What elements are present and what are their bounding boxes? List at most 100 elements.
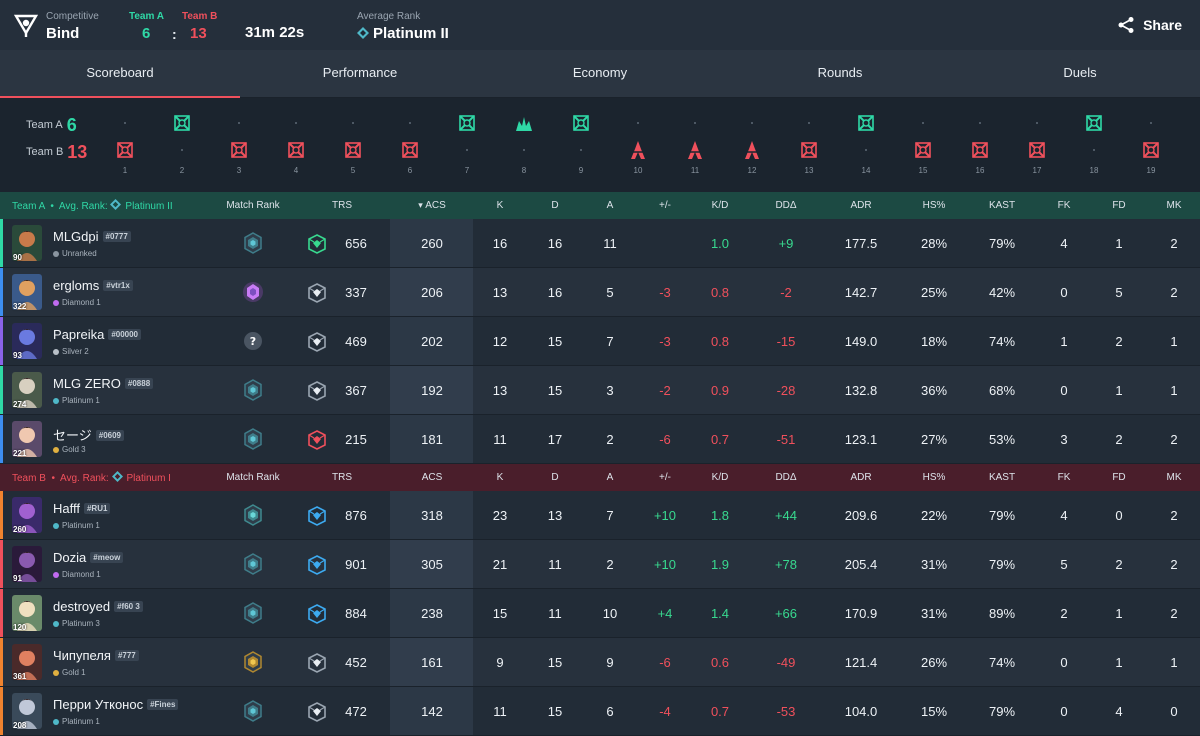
- table-row[interactable]: 93 Papreika #00000 Silver 2? 469 202 12 15 7 -3 0.…: [0, 317, 1200, 366]
- player-name[interactable]: MLGdpi #0777: [53, 229, 131, 244]
- tab-scoreboard[interactable]: Scoreboard: [0, 50, 240, 98]
- player-name[interactable]: Dozia #meow: [53, 550, 124, 565]
- agent-avatar[interactable]: [12, 274, 42, 310]
- table-row[interactable]: 361 Чипупеля #777 Gold 1 452 161 9 15 9 -6 0.6 -49 1…: [0, 638, 1200, 687]
- round-win-icon[interactable]: [286, 140, 306, 160]
- player-name[interactable]: Перри Утконос #Fines: [53, 697, 179, 712]
- column-header-fk[interactable]: FK: [1044, 200, 1084, 211]
- round-win-icon[interactable]: [856, 113, 876, 133]
- table-row[interactable]: 221 セージ #0609 Gold 3 215 181 11 17 2 -6 0.7 -51 123.…: [0, 415, 1200, 464]
- column-header-adr[interactable]: ADR: [841, 200, 881, 211]
- table-row[interactable]: 260 Hafff #RU1 Platinum 1 876 318 23 13 7 +10 1.8 +…: [0, 491, 1200, 540]
- player-name-text[interactable]: セージ: [53, 428, 92, 443]
- round-win-icon[interactable]: [571, 113, 591, 133]
- round-empty-dot[interactable]: [979, 122, 981, 124]
- column-header-hs[interactable]: HS%: [914, 472, 954, 483]
- column-header-hs[interactable]: HS%: [914, 200, 954, 211]
- tab-rounds[interactable]: Rounds: [817, 65, 863, 80]
- round-empty-dot[interactable]: [466, 149, 468, 151]
- player-name-text[interactable]: Чипупеля: [53, 648, 111, 663]
- round-empty-dot[interactable]: [181, 149, 183, 151]
- round-win-icon[interactable]: [115, 140, 135, 160]
- column-header-kd[interactable]: K/D: [700, 472, 740, 483]
- column-header-trs[interactable]: TRS: [322, 472, 362, 483]
- agent-avatar[interactable]: [12, 644, 42, 680]
- agent-avatar[interactable]: [12, 595, 42, 631]
- column-header-mk[interactable]: MK: [1154, 472, 1194, 483]
- share-button[interactable]: Share: [1117, 16, 1182, 34]
- column-header-match-rank[interactable]: Match Rank: [218, 200, 288, 211]
- agent-avatar[interactable]: [12, 546, 42, 582]
- player-name[interactable]: Papreika #00000: [53, 327, 142, 342]
- round-win-icon[interactable]: [628, 140, 648, 160]
- agent-avatar[interactable]: [12, 372, 42, 408]
- column-header-acs[interactable]: ACS: [412, 472, 452, 483]
- column-header-fk[interactable]: FK: [1044, 472, 1084, 483]
- round-win-icon[interactable]: [514, 113, 534, 133]
- column-header-pm[interactable]: +/-: [645, 472, 685, 483]
- column-header-a[interactable]: A: [590, 200, 630, 211]
- player-name-text[interactable]: MLGdpi: [53, 229, 99, 244]
- round-win-icon[interactable]: [685, 140, 705, 160]
- round-empty-dot[interactable]: [694, 122, 696, 124]
- round-empty-dot[interactable]: [1093, 149, 1095, 151]
- tracker-logo-icon[interactable]: [13, 13, 39, 39]
- round-win-icon[interactable]: [1084, 113, 1104, 133]
- column-header-match-rank[interactable]: Match Rank: [218, 472, 288, 483]
- round-win-icon[interactable]: [913, 140, 933, 160]
- player-name-text[interactable]: Papreika: [53, 327, 105, 342]
- round-empty-dot[interactable]: [124, 122, 126, 124]
- agent-avatar[interactable]: [12, 497, 42, 533]
- column-header-d[interactable]: D: [535, 200, 575, 211]
- column-header-kast[interactable]: KAST: [982, 200, 1022, 211]
- player-name[interactable]: セージ #0609: [53, 425, 124, 444]
- tab-economy[interactable]: Economy: [572, 65, 628, 80]
- column-header-dda[interactable]: DDΔ: [766, 472, 806, 483]
- column-header-dda[interactable]: DDΔ: [766, 200, 806, 211]
- column-header-fd[interactable]: FD: [1099, 472, 1139, 483]
- player-name-text[interactable]: ergloms: [53, 278, 100, 293]
- round-empty-dot[interactable]: [238, 122, 240, 124]
- round-empty-dot[interactable]: [1036, 122, 1038, 124]
- table-row[interactable]: 322 ergloms #vtr1x Diamond 1 337 206 13 16 5 -3 0.…: [0, 268, 1200, 317]
- round-empty-dot[interactable]: [751, 122, 753, 124]
- agent-avatar[interactable]: [12, 693, 42, 729]
- player-name-text[interactable]: Hafff: [53, 501, 80, 516]
- table-row[interactable]: 208 Перри Утконос #Fines Platinum 1 472 142 11…: [0, 687, 1200, 736]
- player-name-text[interactable]: Перри Утконос: [53, 697, 144, 712]
- round-win-icon[interactable]: [799, 140, 819, 160]
- column-header-pm[interactable]: +/-: [645, 200, 685, 211]
- player-name[interactable]: MLG ZERO #0888: [53, 376, 154, 391]
- column-header-kast[interactable]: KAST: [982, 472, 1022, 483]
- round-empty-dot[interactable]: [295, 122, 297, 124]
- round-win-icon[interactable]: [400, 140, 420, 160]
- column-header-a[interactable]: A: [590, 472, 630, 483]
- table-row[interactable]: 120 destroyed #f60 3 Platinum 3 884 238 15 11 10…: [0, 589, 1200, 638]
- round-win-icon[interactable]: [457, 113, 477, 133]
- round-empty-dot[interactable]: [808, 122, 810, 124]
- column-header-trs[interactable]: TRS: [322, 200, 362, 211]
- player-name[interactable]: Чипупеля #777: [53, 648, 139, 663]
- column-header-mk[interactable]: MK: [1154, 200, 1194, 211]
- agent-avatar[interactable]: [12, 421, 42, 457]
- round-empty-dot[interactable]: [865, 149, 867, 151]
- agent-avatar[interactable]: [12, 323, 42, 359]
- column-header-d[interactable]: D: [535, 472, 575, 483]
- column-header-fd[interactable]: FD: [1099, 200, 1139, 211]
- player-name[interactable]: destroyed #f60 3: [53, 599, 143, 614]
- player-name[interactable]: Hafff #RU1: [53, 501, 111, 516]
- tab-duels[interactable]: Duels: [1063, 65, 1097, 80]
- column-header-acs[interactable]: ▾ ACS: [412, 200, 452, 211]
- column-header-adr[interactable]: ADR: [841, 472, 881, 483]
- round-empty-dot[interactable]: [637, 122, 639, 124]
- round-win-icon[interactable]: [172, 113, 192, 133]
- round-win-icon[interactable]: [742, 140, 762, 160]
- table-row[interactable]: 90 MLGdpi #0777 Unranked 656 260 16 16 11 1.0 +9 17…: [0, 219, 1200, 268]
- column-header-k[interactable]: K: [480, 472, 520, 483]
- round-empty-dot[interactable]: [352, 122, 354, 124]
- round-win-icon[interactable]: [1027, 140, 1047, 160]
- player-name-text[interactable]: MLG ZERO: [53, 376, 121, 391]
- table-row[interactable]: 91 Dozia #meow Diamond 1 901 305 21 11 2 +10 1.9 +7…: [0, 540, 1200, 589]
- round-win-icon[interactable]: [970, 140, 990, 160]
- round-win-icon[interactable]: [343, 140, 363, 160]
